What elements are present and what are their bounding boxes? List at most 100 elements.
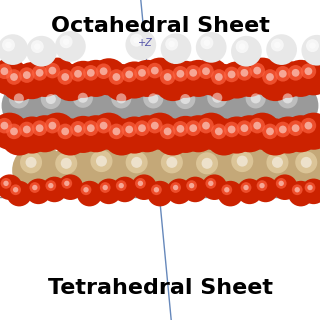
Circle shape: [278, 181, 284, 186]
Circle shape: [6, 124, 22, 139]
Circle shape: [249, 118, 265, 133]
Circle shape: [154, 64, 191, 101]
Circle shape: [202, 158, 212, 169]
Circle shape: [288, 65, 303, 81]
Circle shape: [154, 187, 159, 192]
Circle shape: [253, 67, 261, 75]
Circle shape: [266, 127, 274, 135]
Circle shape: [26, 36, 57, 67]
Circle shape: [198, 118, 214, 133]
Circle shape: [77, 60, 115, 97]
Circle shape: [173, 185, 178, 190]
Circle shape: [48, 183, 53, 188]
Circle shape: [130, 34, 143, 47]
Circle shape: [34, 44, 41, 50]
Circle shape: [0, 113, 28, 150]
Circle shape: [0, 34, 28, 65]
Circle shape: [57, 69, 73, 85]
Circle shape: [36, 69, 44, 77]
Circle shape: [1, 64, 38, 101]
Circle shape: [1, 122, 8, 130]
Circle shape: [266, 34, 297, 65]
Circle shape: [135, 178, 146, 189]
Circle shape: [96, 156, 107, 167]
Circle shape: [0, 58, 28, 95]
Circle shape: [129, 115, 166, 152]
Circle shape: [148, 93, 158, 103]
Circle shape: [49, 122, 56, 130]
Circle shape: [44, 63, 60, 78]
Circle shape: [112, 177, 138, 202]
Circle shape: [83, 187, 89, 192]
Circle shape: [168, 82, 216, 130]
Circle shape: [257, 64, 294, 101]
Circle shape: [164, 73, 172, 81]
Circle shape: [168, 41, 175, 47]
Circle shape: [2, 82, 50, 130]
Circle shape: [278, 88, 298, 108]
Circle shape: [309, 43, 316, 49]
Circle shape: [111, 88, 132, 108]
Circle shape: [108, 69, 124, 85]
Circle shape: [224, 122, 239, 137]
Circle shape: [237, 179, 262, 204]
Circle shape: [10, 184, 21, 195]
Circle shape: [185, 120, 201, 136]
Circle shape: [215, 73, 223, 81]
Circle shape: [46, 94, 56, 104]
Circle shape: [78, 93, 88, 103]
Circle shape: [143, 88, 164, 108]
Circle shape: [223, 143, 276, 195]
Circle shape: [262, 69, 278, 85]
Circle shape: [307, 185, 313, 190]
Circle shape: [166, 179, 192, 204]
Circle shape: [154, 118, 191, 156]
Circle shape: [3, 181, 9, 186]
Circle shape: [218, 61, 255, 99]
Circle shape: [165, 37, 178, 51]
Circle shape: [32, 120, 47, 136]
Circle shape: [9, 88, 29, 108]
Circle shape: [295, 58, 320, 95]
Circle shape: [64, 181, 69, 186]
Circle shape: [151, 184, 162, 195]
Circle shape: [236, 65, 252, 81]
Circle shape: [147, 63, 163, 78]
Circle shape: [100, 182, 111, 193]
Circle shape: [205, 64, 243, 101]
Circle shape: [14, 93, 24, 103]
Circle shape: [49, 67, 56, 75]
Circle shape: [279, 125, 287, 133]
Circle shape: [44, 118, 60, 133]
Circle shape: [113, 127, 120, 135]
Circle shape: [266, 73, 274, 81]
Circle shape: [164, 127, 172, 135]
Circle shape: [177, 125, 184, 133]
Circle shape: [204, 40, 210, 46]
Circle shape: [200, 36, 213, 49]
Circle shape: [116, 180, 127, 191]
Circle shape: [228, 70, 236, 78]
Circle shape: [160, 124, 175, 139]
Circle shape: [239, 44, 245, 50]
Circle shape: [185, 65, 201, 81]
Circle shape: [65, 61, 102, 98]
Circle shape: [6, 69, 22, 85]
Circle shape: [172, 66, 188, 82]
Circle shape: [300, 118, 316, 133]
Circle shape: [218, 116, 255, 154]
Circle shape: [279, 70, 287, 78]
Circle shape: [134, 120, 150, 136]
Circle shape: [26, 60, 63, 97]
Circle shape: [87, 124, 95, 132]
Circle shape: [180, 94, 190, 104]
Circle shape: [116, 116, 153, 154]
Circle shape: [259, 144, 311, 196]
Circle shape: [147, 118, 163, 133]
Circle shape: [180, 115, 217, 152]
Circle shape: [100, 122, 108, 130]
Circle shape: [272, 157, 283, 168]
Circle shape: [131, 174, 157, 200]
Circle shape: [39, 113, 76, 150]
Circle shape: [166, 157, 177, 168]
